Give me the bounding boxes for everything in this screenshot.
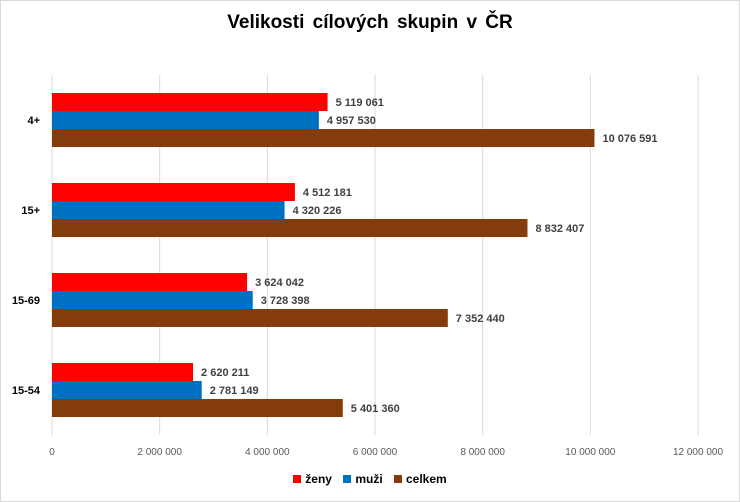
x-tick-label: 6 000 000: [353, 447, 398, 458]
y-category-label: 15-69: [12, 295, 40, 307]
legend-swatch: [394, 475, 402, 483]
legend-item-zeny: ženy: [293, 472, 332, 486]
data-label: 2 781 149: [210, 385, 259, 397]
legend-label: celkem: [406, 472, 447, 486]
x-tick-label: 2 000 000: [137, 447, 182, 458]
data-label: 5 401 360: [351, 403, 400, 415]
data-label: 3 728 398: [261, 295, 310, 307]
legend-swatch: [343, 475, 352, 483]
bar-ženy: [52, 183, 295, 201]
data-label: 3 624 042: [255, 277, 304, 289]
bar-muži: [52, 111, 319, 129]
data-label: 4 957 530: [327, 115, 376, 127]
legend-swatch: [293, 475, 302, 483]
bar-muži: [52, 291, 253, 309]
bar-ženy: [52, 93, 328, 111]
bar-celkem: [52, 309, 448, 327]
y-category-label: 15+: [21, 205, 40, 217]
x-tick-label: 8 000 000: [460, 447, 505, 458]
data-label: 5 119 061: [336, 97, 384, 109]
bar-ženy: [52, 273, 248, 291]
y-category-label: 4+: [27, 115, 40, 127]
y-category-label: 15-54: [12, 385, 41, 397]
data-label: 4 512 181: [303, 187, 352, 199]
data-label: 10 076 591: [602, 133, 657, 145]
data-label: 2 620 211: [201, 367, 249, 379]
legend-item-muzi: muži: [343, 472, 383, 486]
data-label: 8 832 407: [535, 223, 584, 235]
bar-celkem: [52, 129, 595, 147]
x-tick-label: 10 000 000: [565, 447, 615, 458]
legend: ženy muži celkem: [0, 472, 740, 486]
x-tick-label: 4 000 000: [245, 447, 290, 458]
chart-title: Velikosti cílových skupin v ČR: [227, 12, 513, 33]
x-tick-label: 0: [49, 447, 55, 458]
legend-item-celkem: celkem: [394, 472, 447, 486]
data-label: 7 352 440: [456, 313, 505, 325]
bar-celkem: [52, 219, 528, 237]
bar-muži: [52, 201, 285, 219]
legend-label: muži: [355, 472, 383, 486]
data-label: 4 320 226: [293, 205, 342, 217]
bar-ženy: [52, 363, 194, 381]
legend-label: ženy: [305, 472, 332, 486]
x-tick-label: 12 000 000: [673, 447, 723, 458]
bar-celkem: [52, 399, 343, 417]
bar-muži: [52, 381, 202, 399]
